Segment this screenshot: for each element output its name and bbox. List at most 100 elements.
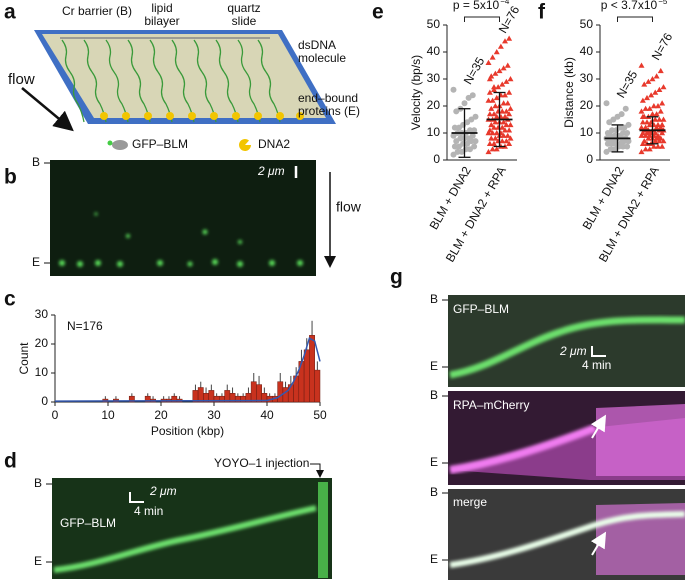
data-point — [660, 116, 667, 122]
data-point — [506, 89, 513, 95]
data-point — [618, 111, 625, 118]
data-point — [454, 148, 461, 155]
data-point — [486, 76, 493, 82]
image-label: GFP–BLM — [453, 302, 509, 316]
axis-label: E — [34, 554, 42, 568]
data-point — [645, 135, 652, 141]
data-point — [500, 132, 507, 138]
data-point — [499, 124, 506, 130]
data-point — [646, 132, 653, 138]
data-point — [506, 111, 513, 117]
data-point — [506, 127, 513, 133]
diagram-label: quartz — [227, 1, 260, 15]
data-point — [638, 62, 645, 68]
data-point — [467, 127, 473, 134]
scale-label: 2 μm — [257, 164, 285, 178]
data-point — [652, 116, 659, 122]
annotation: YOYO–1 injection — [214, 456, 309, 470]
y-tick-label: 20 — [580, 98, 594, 112]
data-point — [657, 108, 664, 114]
data-point — [624, 143, 631, 150]
data-point — [641, 138, 648, 144]
data-point — [502, 92, 508, 98]
data-point — [500, 119, 507, 125]
x-axis-label: Position (kbp) — [151, 424, 224, 438]
data-point — [451, 124, 458, 131]
data-point — [650, 143, 657, 149]
axis-label: E — [430, 455, 438, 469]
x-tick-label: 20 — [154, 408, 168, 422]
y-tick-label: 10 — [580, 125, 594, 139]
axis-label: B — [32, 155, 40, 169]
data-point — [493, 146, 500, 152]
histogram-bar — [314, 369, 321, 403]
data-point — [617, 124, 624, 131]
data-point — [655, 135, 661, 141]
data-point — [499, 108, 506, 114]
axis-label: E — [32, 255, 40, 269]
legend-label: GFP–BLM — [132, 137, 188, 151]
data-point — [652, 89, 659, 95]
data-point — [638, 108, 645, 114]
diagram-label: end–bound — [298, 91, 358, 105]
data-point — [656, 138, 663, 144]
data-point — [492, 119, 499, 125]
histogram-bar — [303, 349, 310, 403]
data-point — [638, 132, 645, 138]
data-point — [502, 127, 508, 133]
data-point — [489, 130, 496, 136]
fluorescence-image — [50, 160, 316, 276]
diagram-label: Cr barrier (B) — [62, 4, 132, 18]
data-point — [491, 124, 497, 130]
y-axis-label: Count — [17, 342, 31, 375]
panel-letter: g — [390, 266, 403, 289]
data-point — [641, 81, 648, 87]
kymograph — [448, 295, 685, 580]
data-point — [461, 100, 468, 107]
data-point — [493, 130, 500, 136]
data-point — [506, 35, 513, 41]
data-point — [493, 49, 500, 55]
data-point — [469, 132, 476, 139]
data-point — [650, 103, 657, 109]
data-point — [502, 38, 508, 44]
data-point — [491, 111, 497, 117]
annotation: N=176 — [67, 319, 103, 333]
axis-label: B — [430, 388, 438, 402]
y-axis-label: Distance (kb) — [562, 57, 576, 128]
data-point — [471, 143, 478, 150]
panel-letter: a — [4, 1, 16, 24]
data-point — [499, 81, 506, 87]
data-point — [489, 54, 496, 60]
data-point — [656, 86, 663, 92]
data-point — [638, 148, 645, 155]
scale-label: 4 min — [582, 358, 611, 372]
axis-label: B — [430, 292, 438, 306]
data-point — [451, 143, 458, 150]
data-point — [646, 130, 653, 136]
diagram-label: slide — [232, 14, 257, 28]
data-point — [485, 130, 492, 136]
data-point — [499, 138, 506, 144]
data-point — [646, 105, 653, 111]
data-point — [657, 124, 664, 130]
y-tick-label: 30 — [35, 307, 49, 321]
data-point — [652, 138, 659, 144]
data-point — [507, 121, 514, 128]
data-point — [486, 111, 493, 117]
data-point — [656, 116, 663, 122]
data-point — [609, 127, 615, 134]
data-point — [649, 76, 656, 82]
n-label: N=76 — [649, 30, 676, 62]
data-point — [504, 132, 511, 138]
data-point — [502, 113, 508, 119]
histogram-bar — [256, 384, 262, 403]
data-point — [472, 113, 479, 120]
fit-line — [54, 337, 321, 402]
histogram-bar — [277, 381, 284, 403]
data-point — [450, 86, 457, 93]
histogram-bar — [197, 387, 204, 403]
data-point — [607, 146, 614, 153]
y-tick-label: 30 — [427, 71, 441, 85]
